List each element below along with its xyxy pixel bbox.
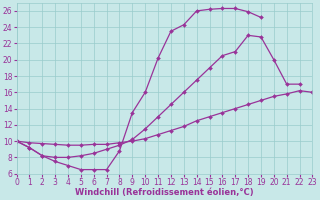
X-axis label: Windchill (Refroidissement éolien,°C): Windchill (Refroidissement éolien,°C) [75, 188, 254, 197]
